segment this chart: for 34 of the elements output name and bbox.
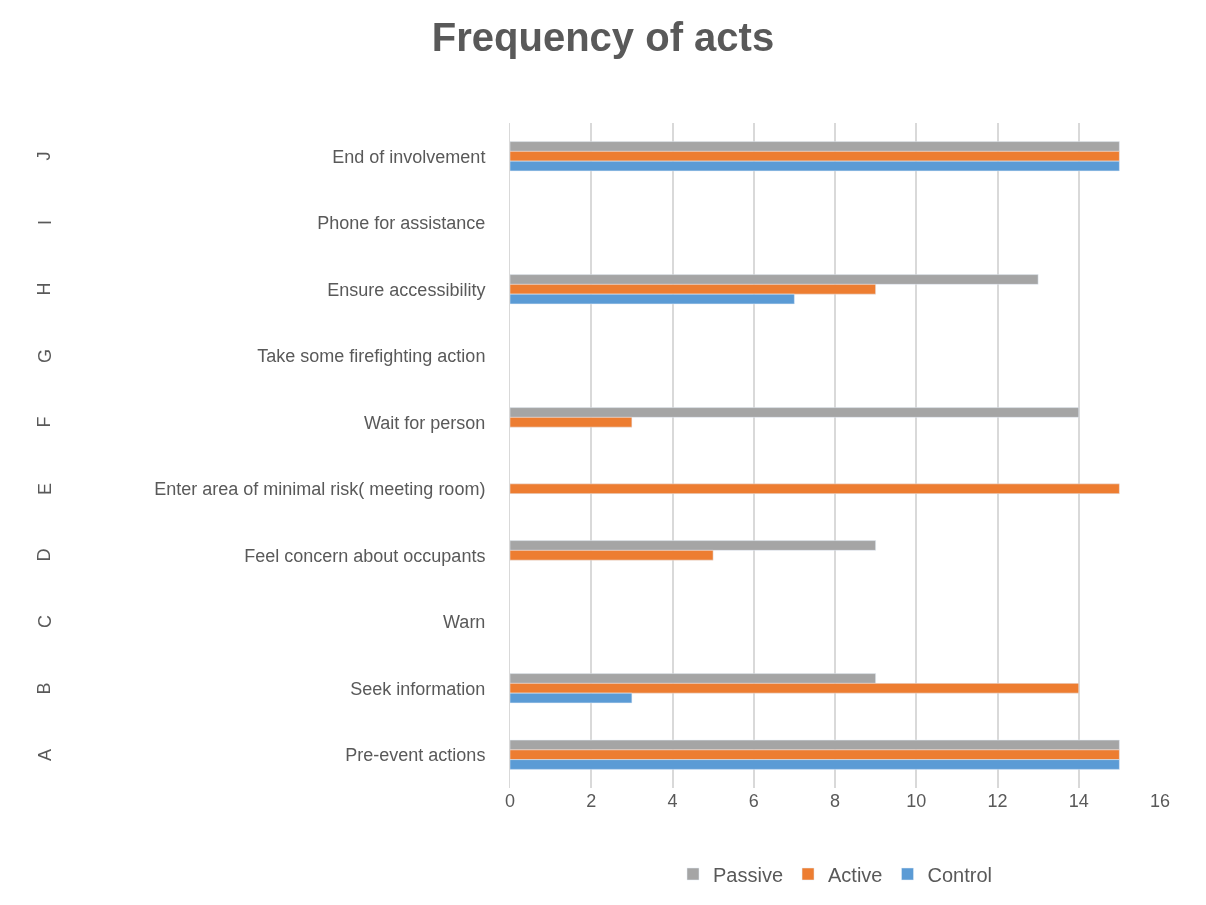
x-tick-label: 14 [1068, 791, 1089, 811]
x-tick-label: 10 [906, 791, 927, 811]
text: A [34, 748, 55, 761]
y-tick-label: Warn [443, 612, 486, 633]
text: F [34, 416, 54, 428]
legend-label: Active [828, 863, 883, 886]
text: I [34, 219, 55, 225]
text: D [34, 548, 54, 562]
x-tick-label: 6 [748, 791, 759, 811]
y-tick-label: Take some firefighting action [257, 346, 486, 367]
legend-label: Passive [713, 863, 784, 886]
x-tick-label: 16 [1149, 791, 1171, 811]
text: G [34, 348, 55, 363]
x-tick-label: 4 [667, 791, 678, 811]
y-tick-label: End of involvement [332, 146, 486, 167]
y-tick-label: Phone for assistance [317, 213, 486, 234]
y-tick-label: Enter area of minimal risk( meeting room) [154, 479, 486, 500]
text: C [34, 615, 55, 628]
text: H [34, 282, 54, 296]
legend-label: Control [927, 863, 992, 886]
text: J [34, 151, 54, 161]
y-tick-label: Ensure accessibility [327, 279, 486, 300]
text: B [34, 682, 54, 695]
y-tick-label: Seek information [350, 678, 486, 699]
x-tick-label: 0 [504, 791, 516, 811]
y-tick-label: Pre-event actions [345, 745, 486, 766]
text: E [34, 482, 55, 495]
bar [510, 483, 1120, 494]
x-tick-label: 12 [987, 791, 1008, 811]
y-tick-label: Feel concern about occupants [244, 545, 486, 566]
y-tick-label: Wait for person [364, 412, 486, 433]
x-tick-label: 2 [586, 791, 597, 811]
x-tick-label: 8 [829, 791, 841, 811]
chart-title: Frequency of acts [431, 14, 775, 59]
